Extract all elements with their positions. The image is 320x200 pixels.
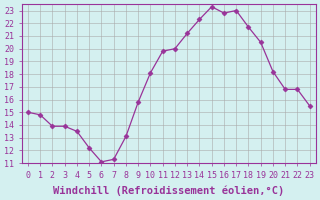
X-axis label: Windchill (Refroidissement éolien,°C): Windchill (Refroidissement éolien,°C) — [53, 185, 284, 196]
